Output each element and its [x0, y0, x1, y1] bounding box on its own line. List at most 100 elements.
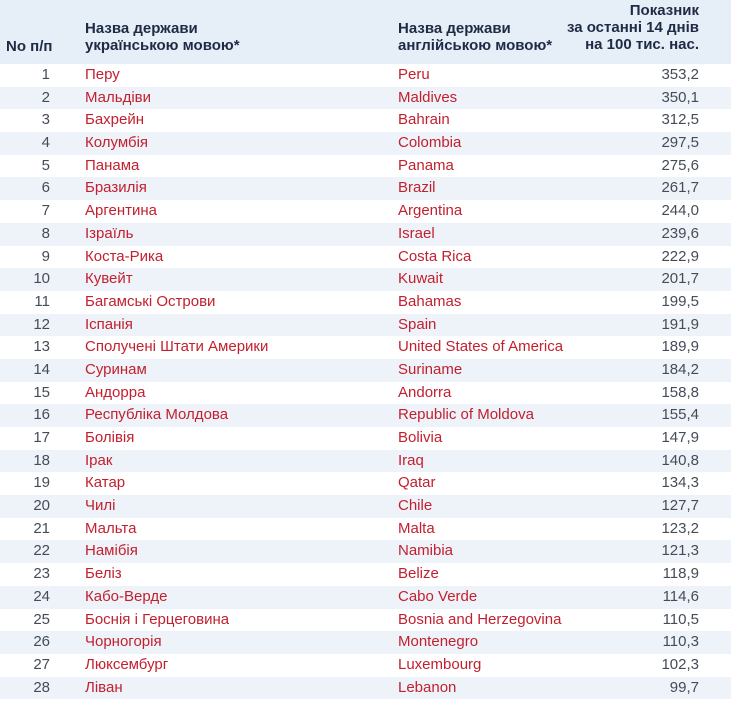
table-row: 24 Кабо-Верде Cabo Verde 114,6 — [0, 585, 731, 609]
row-number: 27 — [33, 655, 50, 673]
header-ukrainian-name: Назва держави українською мовою* — [85, 20, 240, 54]
country-name-ukrainian: Ірак — [85, 451, 113, 469]
country-name-ukrainian: Ліван — [85, 678, 123, 696]
table-row: 7 Аргентина Argentina 244,0 — [0, 200, 731, 223]
country-name-ukrainian: Колумбія — [85, 134, 149, 152]
table-row: 2 Мальдіви Maldives 350,1 — [0, 86, 731, 110]
country-name-english: Malta — [398, 519, 435, 537]
country-name-ukrainian: Багамські Острови — [85, 292, 216, 310]
indicator-value: 102,3 — [661, 655, 699, 673]
header-number: No п/п — [6, 38, 66, 55]
country-name-ukrainian: Коста-Рика — [85, 247, 164, 265]
country-name-english: Luxembourg — [398, 655, 482, 673]
row-number: 20 — [33, 497, 50, 515]
row-number: 1 — [41, 66, 50, 83]
indicator-value: 155,4 — [661, 406, 699, 424]
country-name-ukrainian: Беліз — [85, 565, 122, 583]
indicator-value: 222,9 — [661, 247, 699, 265]
table-row: 11 Багамські Острови Bahamas 199,5 — [0, 291, 731, 314]
country-name-english: Iraq — [398, 451, 424, 469]
country-name-ukrainian: Панама — [85, 156, 140, 174]
indicator-value: 127,7 — [661, 497, 699, 515]
row-number: 15 — [33, 383, 50, 401]
indicator-value: 261,7 — [661, 179, 699, 197]
country-name-english: Panama — [398, 156, 454, 174]
country-name-english: Qatar — [398, 474, 436, 492]
country-name-ukrainian: Республіка Молдова — [85, 406, 229, 424]
indicator-value: 201,7 — [661, 270, 699, 288]
country-name-ukrainian: Чилі — [85, 497, 116, 515]
row-number: 18 — [33, 451, 50, 469]
country-name-english: Maldives — [398, 88, 458, 106]
table-body: 1 Перу Peru 353,2 2 Мальдіви Maldives 350,1 3 Бах… — [0, 64, 731, 700]
row-number: 23 — [33, 565, 50, 583]
country-name-english: Montenegro — [398, 633, 479, 651]
country-name-english: Peru — [398, 66, 430, 83]
indicator-value: 158,8 — [661, 383, 699, 401]
country-name-ukrainian: Мальдіви — [85, 88, 152, 106]
country-name-ukrainian: Перу — [85, 66, 120, 83]
table-row: 14 Суринам Suriname 184,2 — [0, 358, 731, 382]
country-name-english: Spain — [398, 315, 437, 333]
table-row: 18 Ірак Iraq 140,8 — [0, 449, 731, 473]
row-number: 12 — [33, 315, 50, 333]
indicator-value: 275,6 — [661, 156, 699, 174]
country-name-ukrainian: Аргентина — [85, 202, 157, 220]
row-number: 2 — [41, 88, 50, 106]
country-name-ukrainian: Намібія — [85, 542, 138, 560]
table-row: 13 Сполучені Штати Америки United States o… — [0, 336, 731, 359]
indicator-value: 140,8 — [661, 451, 699, 469]
header-indicator: Показник за останні 14 днів на 100 тис. … — [567, 2, 699, 53]
row-number: 8 — [41, 224, 50, 242]
table-header: No п/п Назва держави українською мовою* … — [0, 0, 731, 64]
table-row: 28 Ліван Lebanon 99,7 — [0, 676, 731, 700]
country-name-english: Lebanon — [398, 678, 457, 696]
country-name-ukrainian: Чорногорія — [85, 633, 162, 651]
indicator-value: 297,5 — [661, 134, 699, 152]
indicator-value: 312,5 — [661, 111, 699, 129]
indicator-value: 99,7 — [669, 678, 699, 696]
header-english-name: Назва держави англійською мовою* — [398, 20, 552, 54]
indicator-value: 110,3 — [662, 633, 699, 651]
table-row: 8 Ізраїль Israel 239,6 — [0, 222, 731, 246]
country-name-english: Brazil — [398, 179, 436, 197]
table-row: 25 Боснія і Герцеговина Bosnia and Herzego… — [0, 609, 731, 632]
country-name-ukrainian: Люксембург — [85, 655, 169, 673]
table-row: 17 Болівія Bolivia 147,9 — [0, 427, 731, 450]
row-number: 16 — [33, 406, 50, 424]
country-name-english: Bosnia and Herzegovina — [398, 610, 562, 628]
country-name-english: Andorra — [398, 383, 452, 401]
country-name-ukrainian: Сполучені Штати Америки — [85, 338, 269, 356]
row-number: 21 — [33, 519, 50, 537]
country-name-ukrainian: Мальта — [85, 519, 137, 537]
country-name-ukrainian: Кувейт — [85, 270, 133, 288]
country-name-english: Bahrain — [398, 111, 450, 129]
row-number: 26 — [33, 633, 50, 651]
header-number-label: No п/п — [6, 38, 53, 55]
table-row: 19 Катар Qatar 134,3 — [0, 472, 731, 495]
country-name-ukrainian: Ізраїль — [85, 224, 134, 242]
row-number: 14 — [33, 360, 50, 378]
row-number: 10 — [33, 270, 50, 288]
header-indicator-line1: Показник — [629, 2, 699, 19]
indicator-value: 191,9 — [661, 315, 699, 333]
table-row: 10 Кувейт Kuwait 201,7 — [0, 268, 731, 291]
row-number: 17 — [33, 429, 50, 446]
indicator-value: 110,5 — [662, 610, 699, 628]
table-row: 16 Республіка Молдова Republic of Moldova 1… — [0, 404, 731, 427]
header-ukrainian-line1: Назва держави — [85, 20, 198, 37]
table-row: 5 Панама Panama 275,6 — [0, 155, 731, 178]
country-name-ukrainian: Андорра — [85, 383, 146, 401]
indicator-value: 114,6 — [662, 587, 699, 605]
country-name-english: Chile — [398, 497, 433, 515]
row-number: 22 — [33, 542, 50, 560]
row-number: 5 — [41, 156, 50, 174]
country-name-english: Republic of Moldova — [398, 406, 534, 424]
row-number: 6 — [41, 179, 50, 197]
table-row: 15 Андорра Andorra 158,8 — [0, 382, 731, 405]
country-name-english: Suriname — [398, 360, 463, 378]
indicator-value: 350,1 — [661, 88, 699, 106]
row-number: 13 — [33, 338, 50, 356]
country-name-ukrainian: Болівія — [85, 429, 135, 446]
